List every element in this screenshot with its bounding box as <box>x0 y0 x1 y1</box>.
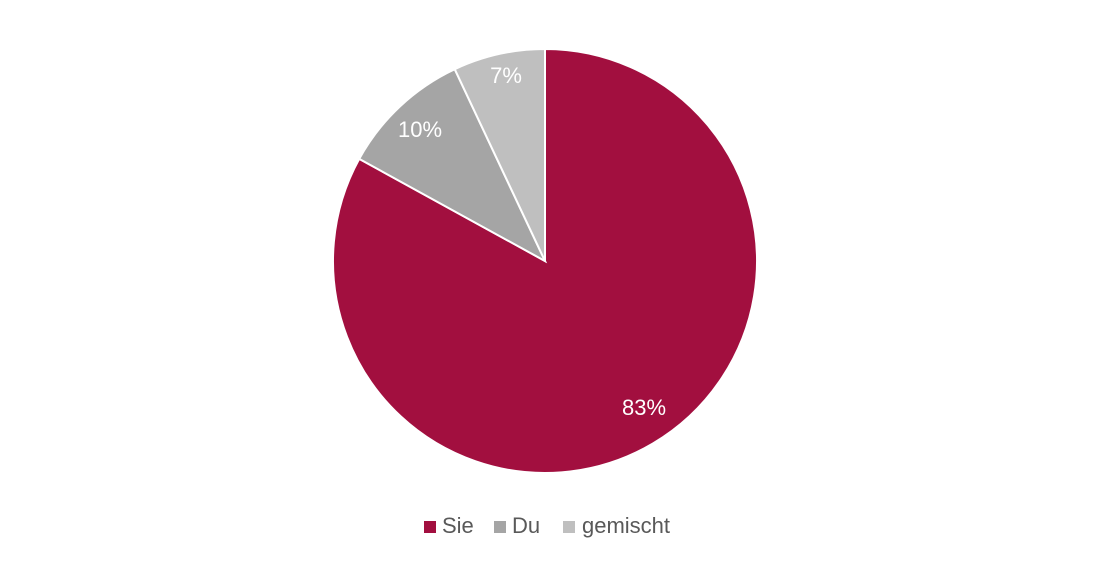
legend-label-sie: Sie <box>442 513 474 538</box>
legend-label-gemischt: gemischt <box>582 513 670 538</box>
pie-slices <box>332 47 758 474</box>
slice-label-gemischt: 7% <box>490 63 522 88</box>
legend-swatch-du <box>494 521 506 533</box>
pie-slice-du <box>357 67 548 264</box>
pie-slice-labels: 83% 10% 7% <box>398 63 666 420</box>
legend-swatch-sie <box>424 521 436 533</box>
slice-label-du: 10% <box>398 117 442 142</box>
pie-slice-gemischt <box>453 47 546 262</box>
legend-swatch-gemischt <box>563 521 575 533</box>
chart-legend: Sie Du gemischt <box>424 513 670 538</box>
pie-slice-sie <box>332 47 758 474</box>
slice-label-sie: 83% <box>622 395 666 420</box>
legend-label-du: Du <box>512 513 540 538</box>
